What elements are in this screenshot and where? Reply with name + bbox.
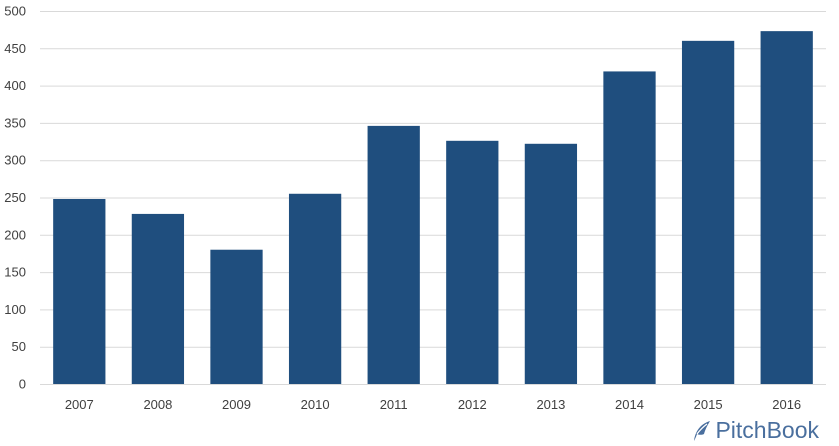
bar-2011 — [367, 125, 420, 384]
bar-2014 — [603, 71, 656, 385]
bars — [53, 31, 813, 385]
logo-text: PitchBook — [715, 417, 819, 443]
y-tick-label: 50 — [12, 339, 26, 354]
x-axis-tick-labels: 2007 2008 2009 2010 2011 2012 2013 2014 2015 2016 — [65, 397, 801, 412]
x-tick-label: 2013 — [536, 397, 565, 412]
y-axis-tick-labels: 0 50 100 150 200 250 300 350 400 450 500 — [4, 4, 26, 392]
bar-2016 — [760, 31, 813, 385]
pitchbook-logo: PitchBook — [692, 417, 819, 444]
y-tick-label: 100 — [4, 302, 26, 317]
x-tick-label: 2008 — [143, 397, 172, 412]
y-tick-label: 450 — [4, 41, 26, 56]
bar-2010 — [288, 193, 342, 384]
x-tick-label: 2011 — [380, 397, 408, 412]
pitchbook-leaf-icon — [694, 420, 711, 441]
y-tick-label: 350 — [4, 115, 26, 130]
x-tick-label: 2012 — [458, 397, 487, 412]
x-tick-label: 2015 — [694, 397, 723, 412]
y-tick-label: 300 — [4, 153, 26, 168]
x-tick-label: 2016 — [772, 397, 801, 412]
y-tick-label: 500 — [4, 4, 26, 19]
x-tick-label: 2014 — [615, 397, 644, 412]
bar-2008 — [131, 213, 185, 384]
y-tick-label: 150 — [4, 265, 26, 280]
bar-2012 — [446, 140, 499, 384]
x-tick-label: 2009 — [222, 397, 251, 412]
y-tick-label: 0 — [19, 377, 26, 392]
x-tick-label: 2007 — [65, 397, 94, 412]
bar-2007 — [53, 198, 106, 384]
x-tick-label: 2010 — [301, 397, 330, 412]
bar-2015 — [681, 40, 735, 385]
bar-2009 — [210, 249, 263, 384]
y-tick-label: 250 — [4, 190, 26, 205]
bar-2013 — [524, 143, 578, 384]
y-tick-label: 400 — [4, 78, 26, 93]
y-tick-label: 200 — [4, 227, 26, 242]
